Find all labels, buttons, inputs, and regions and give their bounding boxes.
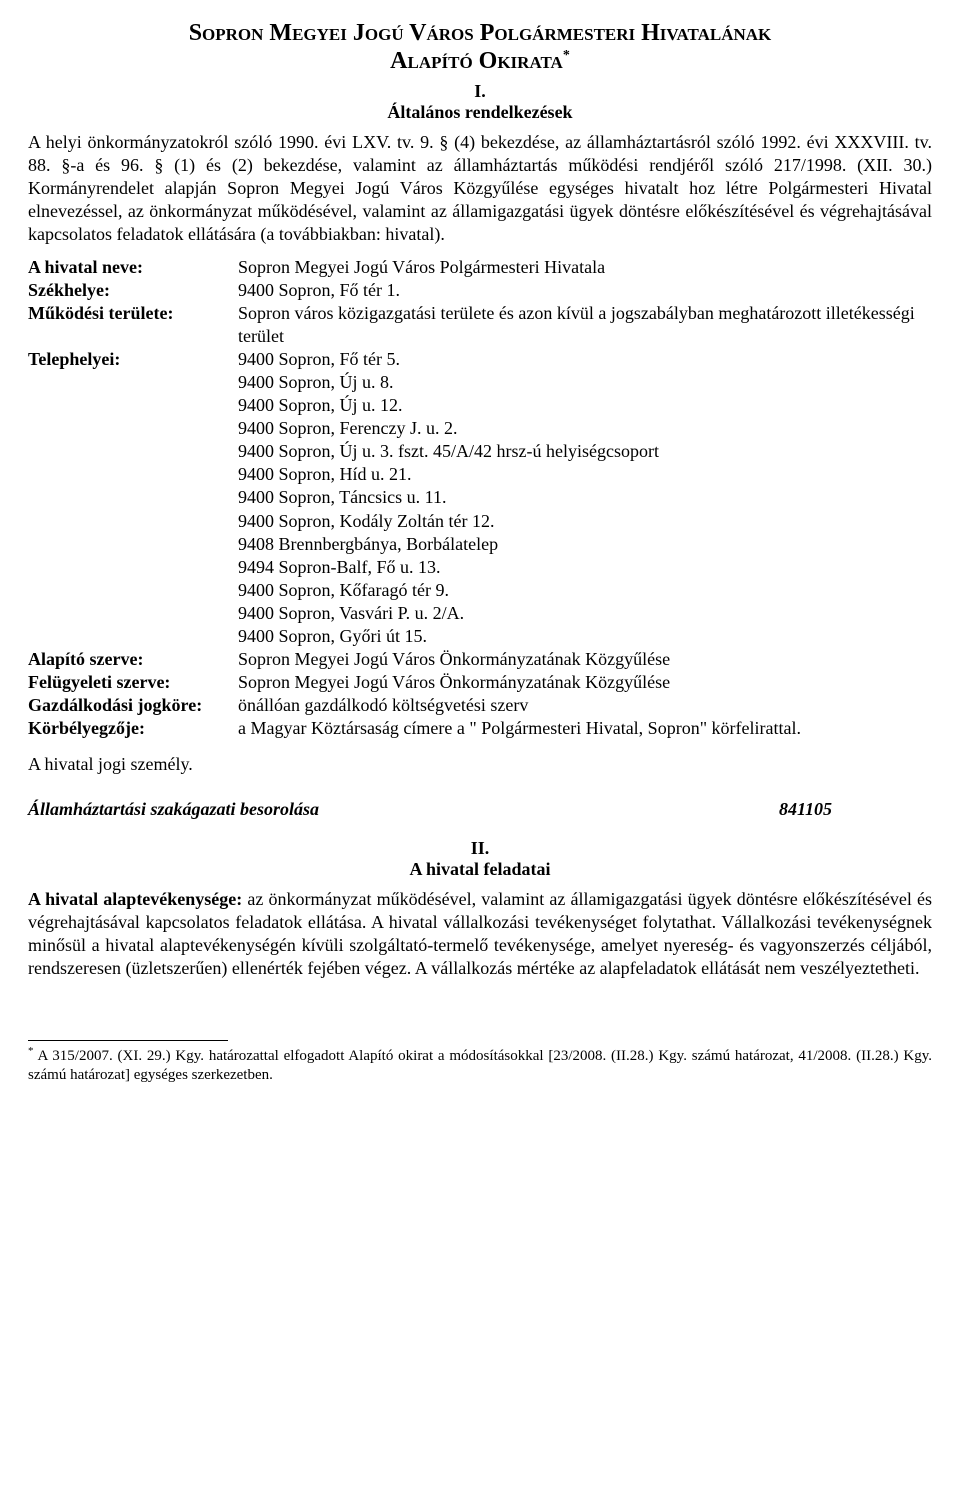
def-name-label: A hivatal neve:: [28, 256, 238, 279]
site-line: 9400 Sopron, Új u. 12.: [238, 394, 932, 417]
def-row-seal: Körbélyegzője: a Magyar Köztársaság címe…: [28, 717, 932, 740]
def-row-founder: Alapító szerve: Sopron Megyei Jogú Város…: [28, 648, 932, 671]
def-area-label: Működési területe:: [28, 302, 238, 348]
legal-person-statement: A hivatal jogi személy.: [28, 754, 932, 775]
def-seat-value: 9400 Sopron, Fő tér 1.: [238, 279, 932, 302]
def-supervisor-value: Sopron Megyei Jogú Város Önkormányzatána…: [238, 671, 932, 694]
def-economy-label: Gazdálkodási jogköre:: [28, 694, 238, 717]
site-line: 9400 Sopron, Kodály Zoltán tér 12.: [238, 510, 932, 533]
def-founder-label: Alapító szerve:: [28, 648, 238, 671]
def-sites-value: 9400 Sopron, Fő tér 5. 9400 Sopron, Új u…: [238, 348, 932, 647]
document-title-line1: Sopron Megyei Jogú Város Polgármesteri H…: [28, 18, 932, 48]
footnote-separator: [28, 1040, 228, 1041]
def-founder-value: Sopron Megyei Jogú Város Önkormányzatána…: [238, 648, 932, 671]
def-seat-label: Székhelye:: [28, 279, 238, 302]
def-row-economy: Gazdálkodási jogköre: önállóan gazdálkod…: [28, 694, 932, 717]
site-line: 9400 Sopron, Új u. 3. fszt. 45/A/42 hrsz…: [238, 440, 932, 463]
classification-label: Államháztartási szakágazati besorolása: [28, 799, 319, 820]
site-line: 9400 Sopron, Ferenczy J. u. 2.: [238, 417, 932, 440]
site-line: 9400 Sopron, Győri út 15.: [238, 625, 932, 648]
classification-code: 841105: [779, 799, 932, 820]
definitions-table: A hivatal neve: Sopron Megyei Jogú Város…: [28, 256, 932, 740]
section-1-intro: A helyi önkormányzatokról szóló 1990. év…: [28, 131, 932, 246]
def-seal-label: Körbélyegzője:: [28, 717, 238, 740]
def-row-seat: Székhelye: 9400 Sopron, Fő tér 1.: [28, 279, 932, 302]
title-asterisk: *: [563, 48, 570, 63]
site-line: 9400 Sopron, Híd u. 21.: [238, 463, 932, 486]
classification-row: Államháztartási szakágazati besorolása 8…: [28, 799, 932, 820]
document-title-line2-text: Alapító Okirata: [390, 48, 563, 74]
site-line: 9408 Brennbergbánya, Borbálatelep: [238, 533, 932, 556]
def-economy-value: önállóan gazdálkodó költségvetési szerv: [238, 694, 932, 717]
footnote: * A 315/2007. (XI. 29.) Kgy. határozatta…: [28, 1045, 932, 1085]
site-line: 9400 Sopron, Kőfaragó tér 9.: [238, 579, 932, 602]
section-2-heading: A hivatal feladatai: [28, 859, 932, 880]
section-2-body: A hivatal alaptevékenysége: az önkormány…: [28, 888, 932, 980]
section-2-number: II.: [28, 838, 932, 859]
def-row-supervisor: Felügyeleti szerve: Sopron Megyei Jogú V…: [28, 671, 932, 694]
def-row-sites: Telephelyei: 9400 Sopron, Fő tér 5. 9400…: [28, 348, 932, 647]
document-title-line2: Alapító Okirata*: [28, 48, 932, 75]
site-line: 9400 Sopron, Táncsics u. 11.: [238, 486, 932, 509]
site-line: 9400 Sopron, Vasvári P. u. 2/A.: [238, 602, 932, 625]
section-1-heading: Általános rendelkezések: [28, 102, 932, 123]
footnote-text: A 315/2007. (XI. 29.) Kgy. határozattal …: [28, 1048, 932, 1083]
def-seal-value: a Magyar Köztársaság címere a " Polgárme…: [238, 717, 932, 740]
def-name-value: Sopron Megyei Jogú Város Polgármesteri H…: [238, 256, 932, 279]
site-line: 9400 Sopron, Fő tér 5.: [238, 348, 932, 371]
def-row-name: A hivatal neve: Sopron Megyei Jogú Város…: [28, 256, 932, 279]
section-1-number: I.: [28, 81, 932, 102]
site-line: 9494 Sopron-Balf, Fő u. 13.: [238, 556, 932, 579]
def-row-area: Működési területe: Sopron város közigazg…: [28, 302, 932, 348]
def-sites-label: Telephelyei:: [28, 348, 238, 647]
def-supervisor-label: Felügyeleti szerve:: [28, 671, 238, 694]
def-area-value: Sopron város közigazgatási területe és a…: [238, 302, 932, 348]
section-2-lead: A hivatal alaptevékenysége:: [28, 889, 242, 909]
site-line: 9400 Sopron, Új u. 8.: [238, 371, 932, 394]
